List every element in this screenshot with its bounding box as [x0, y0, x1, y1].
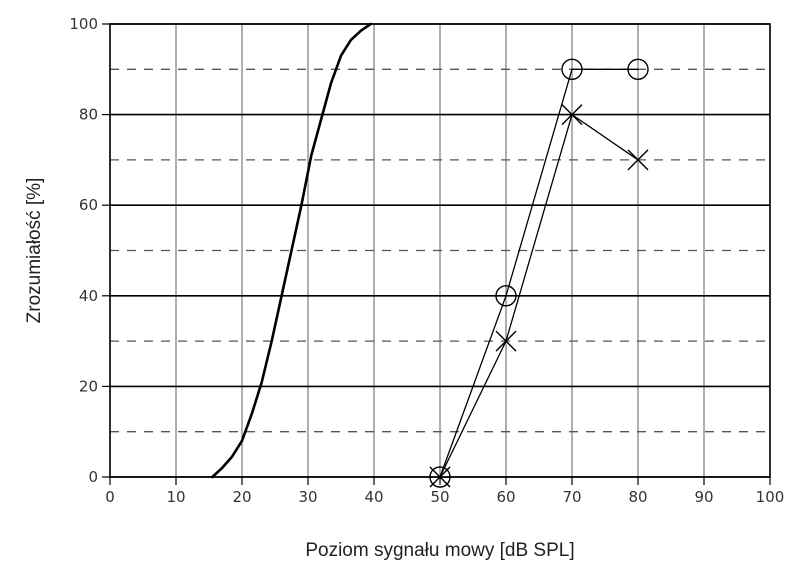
x-marker-stroke-b	[627, 149, 649, 171]
x-marker-70	[561, 104, 583, 126]
y-tick-label-100: 100	[69, 15, 98, 33]
grid	[109, 23, 771, 478]
x-marker-stroke-b	[495, 330, 517, 352]
y-tick-label-0: 0	[88, 468, 98, 486]
x-tick-label-30: 30	[298, 488, 317, 506]
y-tick-label-60: 60	[79, 196, 98, 214]
x-tick-label-80: 80	[628, 488, 647, 506]
series-3-x	[429, 104, 649, 488]
series-2-circle	[429, 58, 649, 488]
x-tick-label-100: 100	[756, 488, 785, 506]
x-tick-label-90: 90	[694, 488, 713, 506]
tick-labels: 0 10 20 30 40 50 60 70 80 90 100 0 20 40 60 80 100	[69, 15, 784, 506]
circle-marker-60	[495, 285, 517, 307]
x-marker-80	[627, 149, 649, 171]
circle-marker-70	[561, 58, 583, 81]
y-tick-label-40: 40	[79, 287, 98, 305]
x-tick-label-10: 10	[166, 488, 185, 506]
x-tick-label-20: 20	[232, 488, 251, 506]
series-2-line	[439, 68, 639, 478]
y-axis-title: Zrozumiałość [%]	[24, 178, 45, 324]
series-layer	[211, 22, 649, 488]
x-tick-label-60: 60	[496, 488, 515, 506]
x-marker-60	[495, 330, 517, 352]
y-tick-label-20: 20	[79, 377, 98, 395]
x-tick-label-0: 0	[105, 488, 115, 506]
circle-marker-80	[627, 58, 649, 81]
x-tick-label-50: 50	[430, 488, 449, 506]
series-3-line	[439, 113, 639, 478]
x-axis-title: Poziom sygnału mowy [dB SPL]	[305, 540, 574, 561]
series-1-curve	[211, 22, 373, 479]
x-tick-label-70: 70	[562, 488, 581, 506]
y-tick-label-80: 80	[79, 106, 98, 124]
series-1-line	[211, 22, 373, 479]
x-tick-label-40: 40	[364, 488, 383, 506]
x-marker-stroke-b	[561, 104, 583, 126]
